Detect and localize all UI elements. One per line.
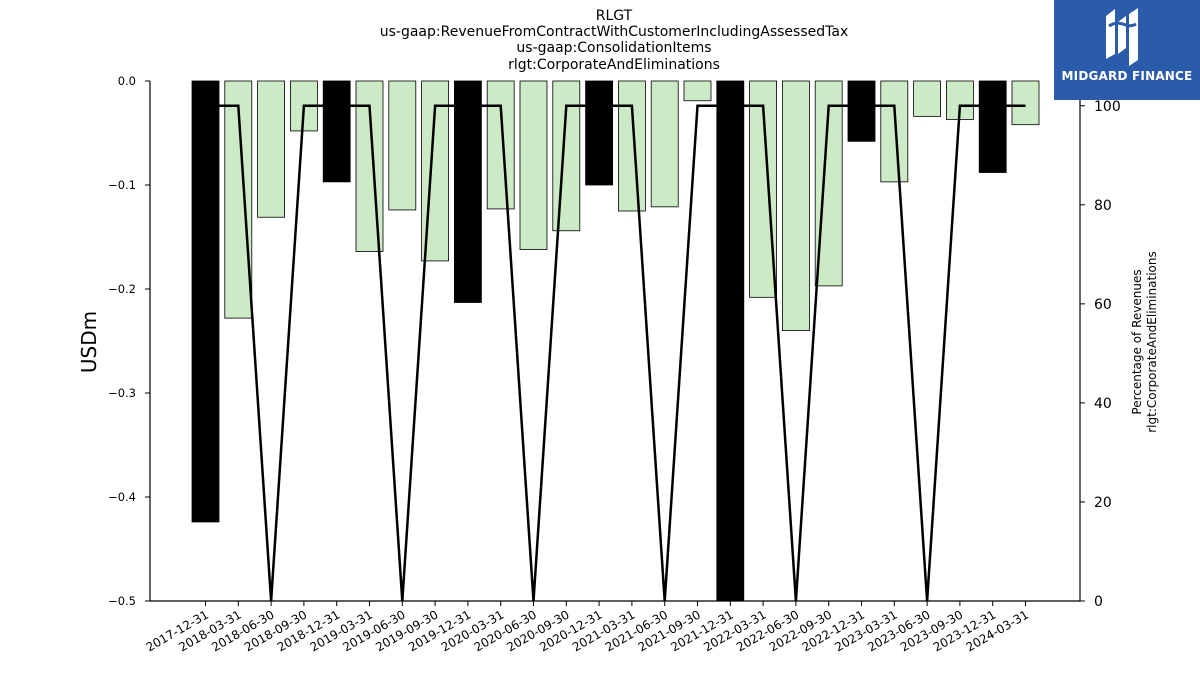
chart-title: RLGT us-gaap:RevenueFromContractWithCust… [380,8,849,73]
y2-tick-label: 40 [1094,396,1112,412]
y-tick-label: −0.4 [108,490,136,504]
y-tick-label: −0.5 [108,594,136,608]
bar-2020-03-31 [486,80,515,210]
bar-2018-12-31 [322,80,351,183]
brand-logo: MIDGARD FINANCE [1054,0,1200,100]
chart-title-line-1: RLGT [596,8,633,24]
bar-2021-03-31 [618,80,646,212]
bar-2021-06-30 [650,80,679,208]
y-tick-label: 0.0 [118,74,136,88]
percentage-line [205,104,1026,602]
bar-2018-06-30 [257,80,286,218]
bar-2021-12-31 [716,80,745,602]
brand-name: MIDGARD FINANCE [1061,69,1193,83]
y2-tick-label: 0 [1094,594,1103,610]
chart-title-line-2: us-gaap:RevenueFromContractWithCustomerI… [380,24,849,40]
y-tick-label: −0.1 [108,178,136,192]
chart-title-line-4: rlgt:CorporateAndEliminations [508,57,720,73]
chart-title-line-3: us-gaap:ConsolidationItems [516,40,711,56]
bar-2020-09-30 [552,80,581,232]
y2-axis-label-line-2: rlgt:CorporateAndEliminations [1145,251,1159,433]
bar-series [191,80,1040,602]
bar-2020-12-31 [585,80,613,186]
y2-tick-label: 20 [1094,495,1112,511]
bar-2021-09-30 [683,80,712,102]
brand-mark-icon [1106,8,1138,66]
bar-2023-12-31 [978,80,1007,173]
bar-2022-12-31 [847,80,876,142]
y-tick-label: −0.2 [108,282,136,296]
y-tick-label: −0.3 [108,386,136,400]
bar-2023-03-31 [880,80,909,183]
bar-2017-12-31 [191,80,220,523]
bar-2022-03-31 [749,80,777,298]
y-axis-label: USDm [77,311,101,373]
bar-2022-06-30 [782,80,810,332]
bar-2023-06-30 [913,80,941,117]
bar-2019-12-31 [453,80,482,303]
bar-2024-03-31 [1011,80,1040,126]
y2-axis-label-line-1: Percentage of Revenues [1130,269,1144,414]
y2-axis-label: Percentage of Revenues rlgt:CorporateAnd… [1130,251,1159,433]
bar-2019-06-30 [388,80,417,211]
y2-tick-label: 100 [1094,99,1121,115]
y2-tick-label: 60 [1094,297,1112,313]
bar-2020-06-30 [519,80,548,250]
y2-tick-label: 80 [1094,198,1112,214]
percentage-line-series [205,104,1026,602]
